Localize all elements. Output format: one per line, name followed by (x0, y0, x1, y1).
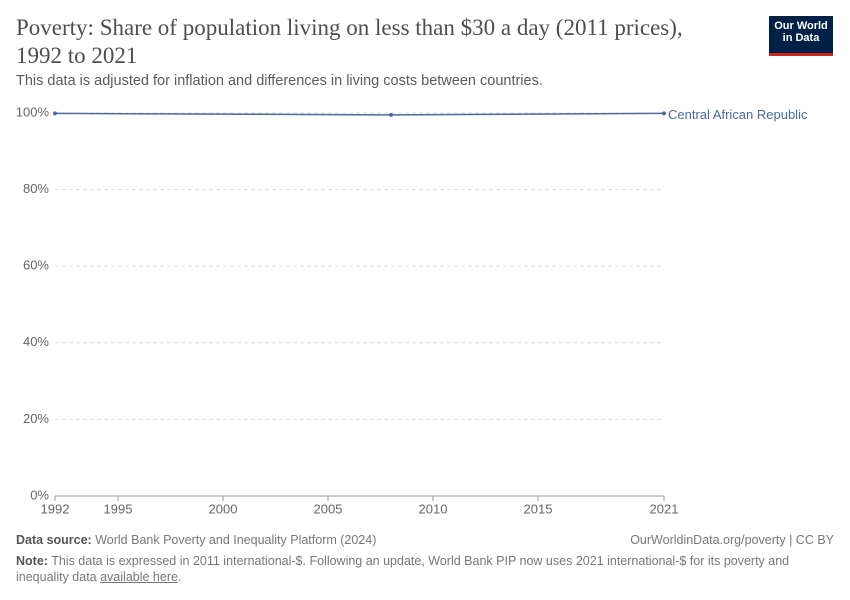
line (54, 112, 665, 116)
legend-label: Central African Republic (668, 107, 808, 122)
x-tick-label: 2010 (419, 501, 448, 516)
license: OurWorldinData.org/poverty | CC BY (630, 533, 834, 547)
note: Note: This data is expressed in 2011 int… (16, 553, 826, 585)
point (662, 111, 666, 116)
y-tick-label: 20% (23, 411, 49, 426)
y-tick-label: 80% (23, 181, 49, 196)
x-tick-label: 1992 (41, 501, 70, 516)
logo[interactable]: Our World in Data (769, 16, 833, 56)
point (53, 111, 57, 116)
x-tick-label: 2005 (314, 501, 343, 516)
chart-subtitle: This data is adjusted for inflation and … (16, 73, 543, 89)
y-tick-label: 0% (30, 487, 49, 502)
note-end: . (177, 570, 182, 584)
note-label: Note: (16, 554, 48, 568)
note-link[interactable]: available here (100, 570, 178, 584)
y-tick-label: 100% (16, 104, 50, 119)
y-tick-label: 60% (23, 258, 49, 273)
point (389, 112, 393, 117)
x-tick-label: 2000 (209, 501, 238, 516)
x-tick-label: 2015 (524, 501, 553, 516)
source-text: World Bank Poverty and Inequality Platfo… (95, 533, 377, 547)
logo-line: in Data (782, 32, 820, 44)
note-text: This data is expressed in 2011 internati… (16, 554, 790, 584)
y-tick-label: 40% (23, 334, 49, 349)
x-tick-label: 2021 (650, 501, 679, 516)
logo-line: Our World (774, 20, 828, 32)
source: Data source: World Bank Poverty and Ineq… (16, 533, 376, 547)
x-tick-label: 1995 (104, 501, 133, 516)
chart-title: Poverty: Share of population living on l… (16, 15, 683, 68)
source-label: Data source: (16, 533, 92, 547)
